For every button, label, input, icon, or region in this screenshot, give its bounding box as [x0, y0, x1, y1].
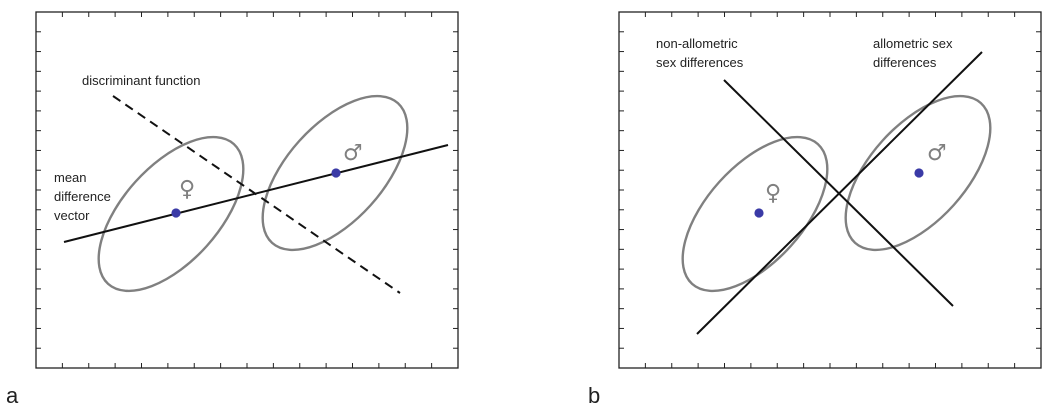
panel-b-letter: b [588, 383, 600, 408]
mean-label-line1: mean [54, 170, 87, 185]
female-mean-point [754, 208, 764, 218]
panel-a: ♀ ♂ discriminant function mean differenc… [6, 11, 459, 408]
male-symbol: ♂ [927, 141, 947, 166]
male-symbol: ♂ [343, 141, 363, 166]
female-ellipse [681, 135, 829, 293]
panel-b-ticks [619, 12, 1041, 368]
female-mean-point [171, 208, 181, 218]
mean-label-line2: difference [54, 189, 111, 204]
male-mean-point [914, 168, 924, 178]
male-mean-point [331, 168, 341, 178]
mean-label-line3: vector [54, 208, 90, 223]
female-ellipse [97, 135, 245, 293]
panel-b: ♀ ♂ non-allometric sex differences allom… [588, 11, 1042, 408]
male-ellipse [844, 94, 992, 252]
panel-a-ticks [36, 12, 458, 368]
discriminant-function-line [112, 95, 401, 294]
non-allometric-label-line1: non-allometric [656, 36, 738, 51]
male-ellipse [261, 94, 409, 252]
allometric-label-line2: differences [873, 55, 937, 70]
non-allometric-label-line2: sex differences [656, 55, 744, 70]
panel-a-letter: a [6, 383, 19, 408]
female-symbol: ♀ [179, 177, 195, 202]
discriminant-function-label: discriminant function [82, 73, 201, 88]
allometric-line [696, 51, 983, 335]
allometric-label-line1: allometric sex [873, 36, 953, 51]
female-symbol: ♀ [765, 181, 781, 206]
